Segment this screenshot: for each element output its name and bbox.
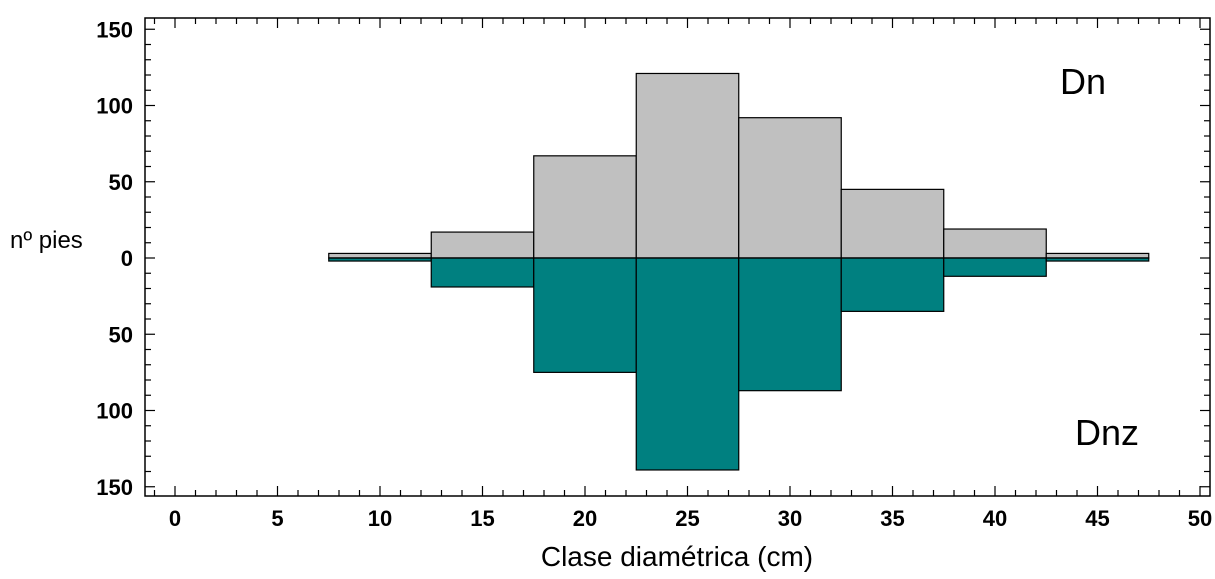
series-label-dnz: Dnz bbox=[1075, 412, 1139, 453]
x-tick-label: 5 bbox=[271, 506, 283, 531]
bar-dnz-40 bbox=[943, 257, 1047, 277]
x-tick-label: 15 bbox=[470, 506, 494, 531]
x-tick-label: 10 bbox=[368, 506, 392, 531]
x-tick-labels: 0 5 10 15 20 25 30 35 40 45 50 bbox=[169, 506, 1212, 531]
y-tick-label: 100 bbox=[96, 399, 133, 424]
x-tick-label: 30 bbox=[778, 506, 802, 531]
x-tick-label: 50 bbox=[1188, 506, 1212, 531]
y-tick-labels: 150 100 50 0 50 100 150 bbox=[96, 17, 133, 500]
y-axis-title: nº pies bbox=[10, 227, 83, 254]
x-tick-label: 0 bbox=[169, 506, 181, 531]
x-tick-label: 25 bbox=[675, 506, 699, 531]
bar-dn-20 bbox=[533, 155, 637, 259]
y-tick-label: 150 bbox=[96, 17, 133, 42]
y-tick-label: 0 bbox=[121, 246, 133, 271]
bar-dn-35 bbox=[840, 188, 945, 259]
y-tick-label: 150 bbox=[96, 475, 133, 500]
y-tick-label: 50 bbox=[109, 170, 133, 195]
x-tick-label: 40 bbox=[983, 506, 1007, 531]
bar-dn-40 bbox=[943, 228, 1047, 259]
bar-dn-30 bbox=[738, 117, 842, 259]
bar-dnz-15 bbox=[430, 257, 535, 288]
x-tick-label: 45 bbox=[1085, 506, 1109, 531]
x-tick-label: 20 bbox=[573, 506, 597, 531]
bar-dnz-35 bbox=[840, 257, 945, 312]
x-axis-title: Clase diamétrica (cm) bbox=[541, 541, 813, 572]
bar-dnz-20 bbox=[533, 257, 637, 373]
bar-dnz-30 bbox=[738, 257, 842, 392]
series-dnz-bars bbox=[328, 257, 1150, 471]
plot-frame bbox=[144, 17, 1211, 497]
axis-ticks bbox=[145, 18, 1210, 496]
x-tick-label: 35 bbox=[880, 506, 904, 531]
y-tick-label: 50 bbox=[109, 322, 133, 347]
bar-dnz-25 bbox=[635, 257, 740, 471]
bar-dn-45 bbox=[1045, 252, 1150, 259]
bar-dn-25 bbox=[635, 72, 740, 259]
y-tick-label: 100 bbox=[96, 94, 133, 119]
bar-dn-15 bbox=[430, 231, 535, 259]
series-dn-bars bbox=[328, 72, 1150, 259]
series-label-dn: Dn bbox=[1060, 61, 1106, 102]
bar-dn-10 bbox=[328, 252, 432, 259]
